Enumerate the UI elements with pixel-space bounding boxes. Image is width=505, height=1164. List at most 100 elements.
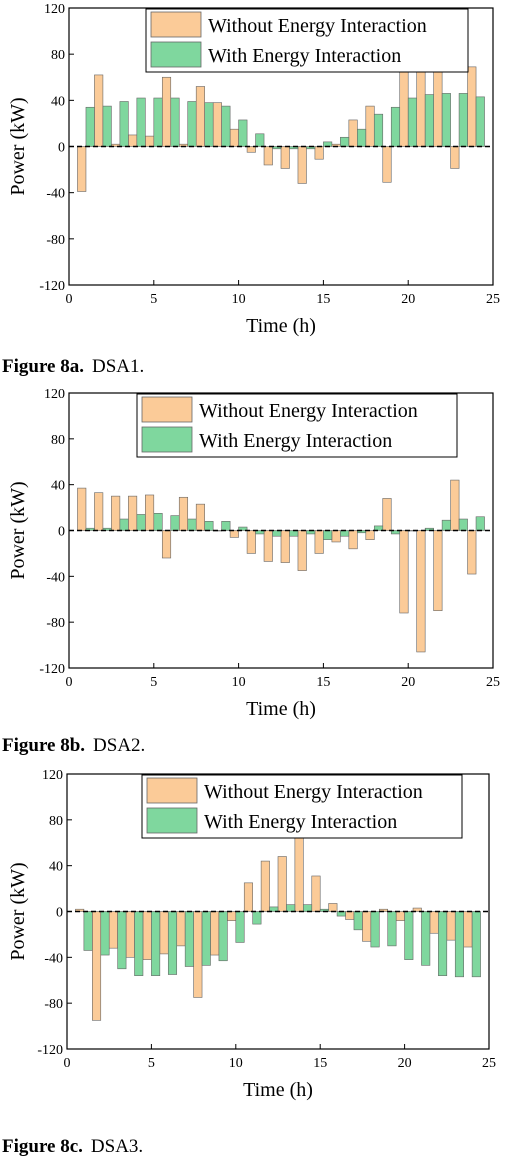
bar-without-19	[382, 146, 392, 183]
bar-with-18	[373, 113, 384, 147]
bar-with-6	[170, 515, 180, 531]
x-tick-label: 0	[66, 292, 73, 307]
caption-name: DSA1.	[91, 356, 145, 377]
y-axis-label: Power (kW)	[7, 862, 29, 960]
bar-without-15	[314, 146, 324, 160]
x-axis-label: Time (h)	[246, 698, 316, 720]
bar-with-22	[441, 519, 451, 531]
bar-with-21	[421, 911, 431, 966]
y-tick-label: 80	[49, 814, 63, 829]
bar-with-6	[167, 911, 178, 975]
y-tick-label: -40	[46, 570, 65, 585]
y-tick-label: 0	[58, 525, 65, 540]
bar-without-13	[280, 146, 290, 169]
legend-label-with: With Energy Interaction	[208, 45, 401, 67]
x-axis-label: Time (h)	[243, 1079, 313, 1101]
y-tick-label: 80	[51, 48, 65, 63]
y-tick-label: 80	[51, 433, 65, 448]
bar-without-15	[314, 530, 324, 554]
bar-with-15	[323, 530, 333, 540]
bar-without-10	[227, 911, 237, 921]
y-tick-label: -120	[39, 662, 65, 677]
x-tick-label: 20	[398, 1056, 412, 1071]
bar-without-5	[145, 135, 155, 147]
bar-without-17	[348, 119, 358, 147]
bar-without-24	[463, 911, 473, 948]
bar-without-5	[145, 494, 155, 531]
legend-label-without: Without Energy Interaction	[199, 400, 418, 422]
y-tick-label: -120	[39, 279, 65, 294]
bar-without-7	[178, 496, 189, 531]
x-tick-label: 15	[313, 1056, 327, 1071]
legend-swatch-without	[150, 11, 202, 38]
bar-without-6	[159, 911, 169, 955]
legend-label-with: With Energy Interaction	[204, 811, 397, 833]
bar-without-5	[142, 911, 152, 960]
bar-without-13	[277, 856, 287, 912]
y-tick-label: 120	[44, 2, 65, 17]
y-tick-label: -120	[37, 1043, 63, 1058]
bar-with-1	[83, 911, 93, 951]
bar-with-11	[255, 133, 265, 147]
bar-without-24	[467, 66, 477, 147]
bar-with-20	[407, 97, 417, 147]
x-tick-label: 25	[482, 1056, 496, 1071]
legend-label-without: Without Energy Interaction	[204, 781, 423, 803]
bar-without-12	[260, 860, 270, 912]
bar-without-10	[229, 128, 239, 147]
bar-with-3	[119, 101, 129, 147]
bar-with-6	[170, 97, 180, 147]
bar-with-11	[252, 911, 262, 925]
x-tick-label: 10	[232, 292, 246, 307]
bar-without-2	[92, 911, 102, 1021]
bar-without-10	[229, 530, 239, 538]
bar-with-23	[458, 93, 468, 147]
bar-without-7	[176, 911, 186, 947]
bar-with-10	[235, 911, 245, 943]
bar-without-18	[365, 530, 375, 540]
x-tick-label: 25	[486, 675, 500, 690]
bar-without-23	[450, 146, 460, 169]
x-tick-label: 5	[150, 675, 157, 690]
y-tick-label: 40	[51, 94, 65, 109]
bar-without-24	[467, 530, 477, 575]
bar-with-13	[286, 904, 296, 912]
bar-with-4	[136, 514, 146, 531]
caption-8a: Figure 8a. DSA1.	[2, 356, 144, 378]
bar-without-6	[161, 76, 172, 147]
y-tick-label: -40	[46, 187, 65, 202]
bar-without-8	[193, 911, 203, 998]
legend-swatch-without	[146, 777, 198, 804]
y-tick-label: 120	[42, 768, 63, 783]
bar-without-1	[77, 487, 87, 531]
x-tick-label: 20	[401, 292, 415, 307]
bar-without-11	[246, 530, 256, 554]
bar-without-23	[450, 479, 460, 531]
legend-label-with: With Energy Interaction	[199, 430, 392, 452]
bar-with-13	[289, 530, 299, 537]
bar-with-2	[100, 911, 110, 956]
bar-with-2	[102, 527, 112, 531]
bar-without-4	[128, 495, 138, 531]
y-tick-label: -80	[44, 997, 63, 1012]
bar-without-8	[195, 86, 205, 147]
y-tick-label: 40	[51, 479, 65, 494]
bar-with-2	[102, 105, 112, 147]
y-tick-label: -80	[46, 616, 65, 631]
bar-without-12	[263, 146, 273, 166]
bar-with-5	[153, 513, 163, 531]
legend: Without Energy Interaction With Energy In…	[136, 393, 458, 458]
bar-without-14	[294, 833, 304, 912]
bar-without-20	[399, 530, 409, 614]
bar-without-11	[243, 882, 253, 912]
y-tick-label: 120	[44, 387, 65, 402]
bar-with-21	[424, 94, 434, 147]
bar-with-7	[184, 911, 194, 967]
bar-without-2	[94, 492, 104, 531]
x-axis-label: Time (h)	[246, 315, 316, 337]
bar-without-2	[94, 74, 104, 147]
bar-without-14	[297, 530, 307, 571]
x-tick-label: 0	[64, 1056, 71, 1071]
bar-with-1	[85, 527, 95, 531]
bar-with-19	[390, 106, 401, 147]
